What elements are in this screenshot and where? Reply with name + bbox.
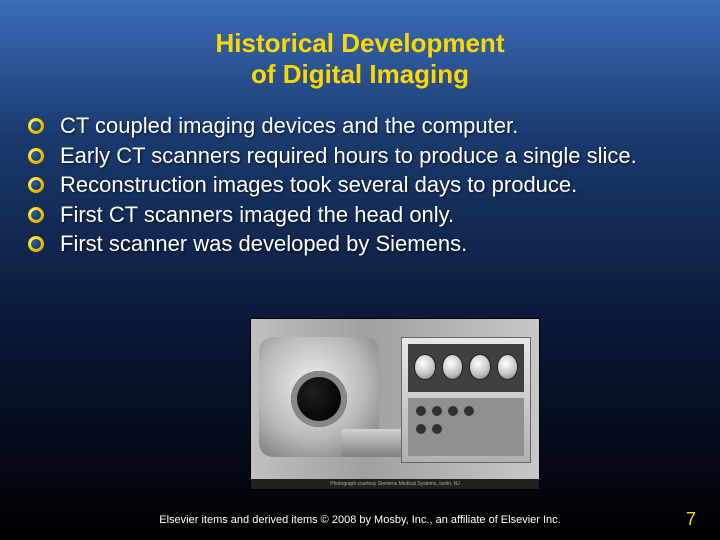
bullet-text: Reconstruction images took several days …: [60, 171, 577, 199]
knob-icon: [448, 406, 458, 416]
knob-icon: [416, 424, 426, 434]
list-item: CT coupled imaging devices and the compu…: [28, 112, 680, 140]
list-item: Early CT scanners required hours to prod…: [28, 142, 680, 170]
knob-icon: [432, 424, 442, 434]
knob-icon: [432, 406, 442, 416]
bullet-text: CT coupled imaging devices and the compu…: [60, 112, 518, 140]
list-item: First CT scanners imaged the head only.: [28, 201, 680, 229]
title-line-1: Historical Development: [216, 28, 505, 58]
list-item: First scanner was developed by Siemens.: [28, 230, 680, 258]
bullet-icon: [28, 236, 44, 252]
bullet-icon: [28, 148, 44, 164]
list-item: Reconstruction images took several days …: [28, 171, 680, 199]
copyright-footer: Elsevier items and derived items © 2008 …: [0, 514, 720, 526]
bullet-text: First CT scanners imaged the head only.: [60, 201, 454, 229]
photo-caption: Photograph courtesy Siemens Medical Syst…: [251, 479, 539, 489]
bullet-icon: [28, 207, 44, 223]
knob-icon: [416, 406, 426, 416]
dial-icon: [469, 354, 491, 380]
dial-icon: [414, 354, 436, 380]
dial-icon: [442, 354, 464, 380]
bullet-icon: [28, 177, 44, 193]
knob-icon: [464, 406, 474, 416]
dial-icon: [497, 354, 519, 380]
bullet-icon: [28, 118, 44, 134]
slide-title: Historical Development of Digital Imagin…: [0, 0, 720, 112]
gantry-bore: [291, 371, 347, 427]
operator-console: [401, 337, 531, 463]
bullet-text: First scanner was developed by Siemens.: [60, 230, 467, 258]
title-line-2: of Digital Imaging: [251, 59, 469, 89]
historical-scanner-photo: Photograph courtesy Siemens Medical Syst…: [250, 318, 540, 490]
photo-image: [251, 319, 539, 479]
bullet-text: Early CT scanners required hours to prod…: [60, 142, 637, 170]
console-lower: [408, 398, 524, 456]
console-panel: [408, 344, 524, 392]
page-number: 7: [686, 509, 696, 530]
bullet-list: CT coupled imaging devices and the compu…: [0, 112, 720, 258]
